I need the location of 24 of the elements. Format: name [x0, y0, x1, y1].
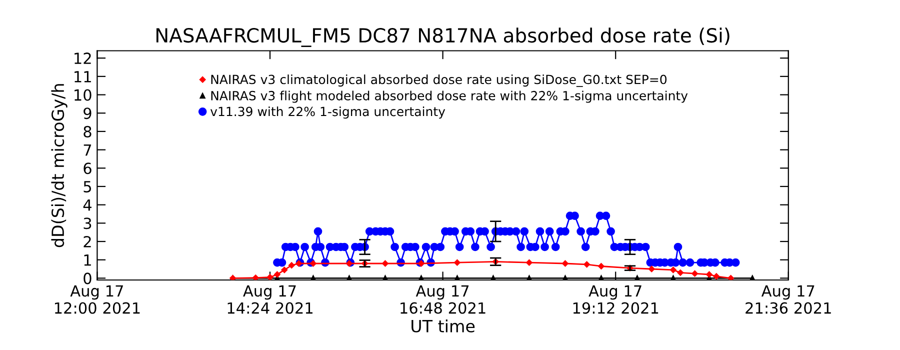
y-tick-label: 9	[84, 108, 92, 120]
y-tick-label: 0	[84, 272, 92, 284]
y-tick-label: 5	[84, 181, 92, 192]
y-tick-label: 3	[84, 218, 92, 230]
y-tick-label: 8	[84, 126, 92, 138]
x-tick-label: Aug 17 16:48 2021	[400, 285, 486, 314]
x-tick-label: Aug 17 19:12 2021	[573, 285, 658, 314]
legend-label: NAIRAS v3 flight modeled absorbed dose rate with 22% 1-sigma uncertainty	[211, 90, 688, 103]
chart-title: NASAAFRCMUL_FM5 DC87 N817NA absorbed dose rate (Si)	[156, 28, 730, 47]
legend-label: v11.39 with 22% 1-sigma uncertainty	[210, 106, 446, 119]
x-tick-label: Aug 17 12:00 2021	[54, 285, 140, 314]
y-tick-label: 10	[74, 89, 92, 101]
legend-label: NAIRAS v3 climatological absorbed dose rate using SiDose_G0.txt SEP=0	[211, 74, 667, 87]
x-tick-label: Aug 17 14:24 2021	[228, 285, 312, 314]
y-tick-label: 6	[84, 162, 92, 174]
y-tick-label: 12	[74, 52, 91, 64]
y-tick-label: 7	[84, 144, 92, 156]
x-tick-label: Aug 17 21:36 2021	[746, 285, 831, 314]
y-tick-label: 4	[83, 199, 92, 211]
y-tick-label: 11	[74, 71, 91, 82]
x-axis-title: UT time	[412, 320, 475, 332]
y-axis-title: dD(Si)/dt microGy/h	[51, 84, 68, 248]
y-tick-label: 1	[84, 254, 91, 266]
y-tick-label: 2	[84, 236, 91, 248]
